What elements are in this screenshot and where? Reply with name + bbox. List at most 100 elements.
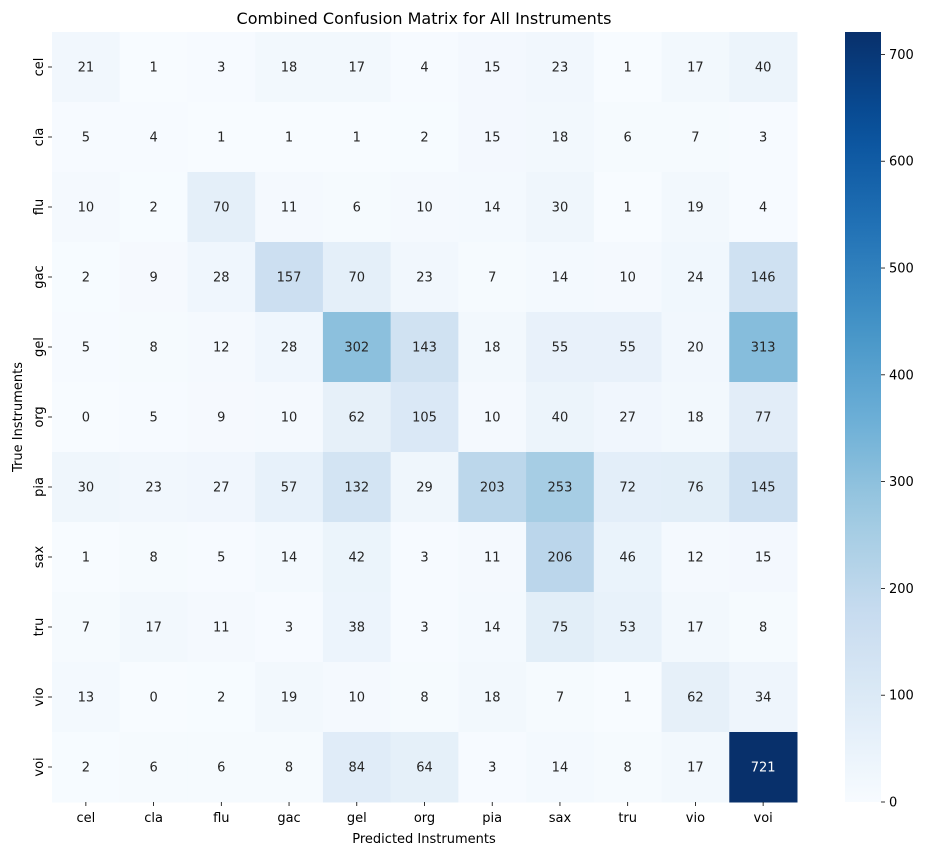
heatmap-cell: [187, 312, 256, 383]
heatmap-cell: [52, 242, 121, 313]
cell-value-label: 40: [755, 61, 772, 76]
cell-value-label: 17: [348, 61, 365, 76]
colorbar-tick-label: 200: [889, 582, 914, 597]
x-tick-label: flu: [213, 811, 229, 826]
heatmap-cell: [187, 522, 256, 593]
cell-value-label: 8: [149, 341, 157, 356]
cell-value-label: 18: [687, 411, 704, 426]
heatmap-cell: [119, 452, 188, 523]
heatmap-cell: [322, 662, 392, 733]
heatmap-cell: [390, 312, 459, 383]
cell-value-label: 17: [145, 621, 162, 636]
heatmap-cell: [255, 312, 324, 383]
cell-value-label: 146: [751, 271, 776, 286]
heatmap-cell: [52, 592, 121, 663]
heatmap-cell: [187, 452, 256, 523]
x-tick-label: org: [414, 811, 435, 826]
x-tick-label: gac: [277, 811, 300, 826]
heatmap-cell: [526, 452, 595, 523]
heatmap-cell: [458, 242, 527, 313]
cell-value-label: 206: [548, 551, 573, 566]
heatmap-cell: [593, 732, 663, 803]
x-tick-label: vio: [686, 811, 705, 826]
heatmap-cell: [458, 172, 527, 243]
cell-value-label: 10: [484, 411, 501, 426]
heatmap-cell: [390, 32, 459, 103]
cell-value-label: 29: [416, 481, 433, 496]
heatmap-cell: [255, 732, 324, 803]
heatmap-cell: [255, 522, 324, 593]
heatmap-cell: [526, 522, 595, 593]
heatmap-cell: [119, 732, 188, 803]
heatmap-cell: [322, 102, 392, 173]
heatmap-cell: [458, 522, 527, 593]
heatmap-cell: [255, 172, 324, 243]
heatmap-cell: [255, 382, 324, 453]
heatmap-cell: [119, 312, 188, 383]
heatmap-cell: [729, 242, 798, 313]
cell-value-label: 17: [687, 61, 704, 76]
y-tick-label: cel: [32, 58, 47, 77]
heatmap-cell: [52, 382, 121, 453]
cell-value-label: 7: [556, 691, 564, 706]
heatmap-cell: [187, 32, 256, 103]
heatmap-cell: [119, 172, 188, 243]
cell-value-label: 143: [412, 341, 437, 356]
heatmap-cell: [52, 102, 121, 173]
heatmap-cell: [119, 242, 188, 313]
colorbar: [845, 32, 881, 802]
cell-value-label: 46: [619, 551, 636, 566]
y-tick-label: sax: [32, 545, 47, 568]
cell-value-label: 70: [213, 201, 230, 216]
heatmap-cell: [390, 382, 459, 453]
cell-value-label: 19: [281, 691, 298, 706]
heatmap-cell: [729, 102, 798, 173]
cell-value-label: 253: [548, 481, 573, 496]
colorbar-tick-label: 0: [889, 796, 897, 811]
heatmap-cell: [390, 592, 459, 663]
heatmap-cell: [661, 662, 730, 733]
heatmap-cell: [458, 32, 527, 103]
cell-value-label: 1: [353, 131, 361, 146]
cell-value-label: 6: [217, 761, 225, 776]
heatmap-cell: [729, 522, 798, 593]
heatmap-cell: [526, 732, 595, 803]
heatmap-cell: [593, 592, 663, 663]
heatmap-cell: [729, 172, 798, 243]
cell-value-label: 40: [552, 411, 569, 426]
heatmap-cell: [458, 102, 527, 173]
cell-value-label: 6: [353, 201, 361, 216]
heatmap-cell: [322, 452, 392, 523]
heatmap-cell: [593, 242, 663, 313]
cell-value-label: 18: [552, 131, 569, 146]
cell-value-label: 17: [687, 621, 704, 636]
heatmap-cell: [593, 662, 663, 733]
cell-value-label: 14: [552, 271, 569, 286]
cell-value-label: 14: [484, 621, 501, 636]
cell-value-label: 27: [619, 411, 636, 426]
cell-value-label: 2: [82, 271, 90, 286]
heatmap-cell: [593, 522, 663, 593]
heatmap-cell: [661, 522, 730, 593]
cell-value-label: 57: [281, 481, 298, 496]
cell-value-label: 132: [344, 481, 369, 496]
cell-value-label: 77: [755, 411, 772, 426]
cell-value-label: 8: [759, 621, 767, 636]
heatmap-cell: [322, 312, 392, 383]
heatmap-cell: [187, 662, 256, 733]
cell-value-label: 14: [484, 201, 501, 216]
heatmap-cell: [661, 172, 730, 243]
y-tick-label: voi: [32, 757, 47, 776]
cell-value-label: 75: [552, 621, 569, 636]
cell-value-label: 62: [687, 691, 704, 706]
cell-value-label: 84: [348, 761, 365, 776]
heatmap-cell: [526, 382, 595, 453]
heatmap-cell: [593, 452, 663, 523]
cell-value-label: 3: [420, 621, 428, 636]
cell-value-label: 0: [82, 411, 90, 426]
cell-value-label: 2: [149, 201, 157, 216]
cell-value-label: 30: [552, 201, 569, 216]
cell-value-label: 23: [552, 61, 569, 76]
cell-value-label: 10: [416, 201, 433, 216]
